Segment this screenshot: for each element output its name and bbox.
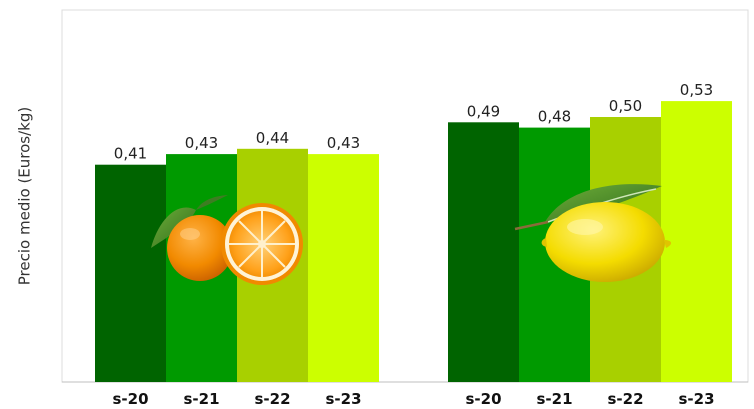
orange-icon <box>151 195 303 285</box>
x-tick-label: s-21 <box>536 390 572 408</box>
value-label: 0,43 <box>185 134 218 152</box>
value-label: 0,50 <box>609 97 642 115</box>
x-tick-label: s-23 <box>325 390 361 408</box>
bar-orange-s-23 <box>308 154 379 382</box>
bar-lemon-s-20 <box>448 122 519 383</box>
x-tick-label: s-20 <box>465 390 501 408</box>
y-axis-label: Precio medio (Euros/kg) <box>16 107 34 285</box>
x-tick-label: s-20 <box>112 390 148 408</box>
lemon-icon <box>514 184 672 282</box>
value-label: 0,53 <box>680 81 713 99</box>
value-label: 0,41 <box>114 145 147 163</box>
x-tick-label: s-21 <box>183 390 219 408</box>
value-label: 0,44 <box>256 129 289 147</box>
bar-orange-s-20 <box>95 164 166 382</box>
value-label: 0,43 <box>327 134 360 152</box>
x-tick-label: s-22 <box>254 390 290 408</box>
value-label: 0,49 <box>467 102 500 120</box>
value-labels-layer: 0,41 0,43 0,44 0,43 0,49 0,48 0,50 0,53 <box>114 81 713 163</box>
x-tick-label: s-22 <box>607 390 643 408</box>
tick-labels-layer: s-20 s-21 s-22 s-23 s-20 s-21 s-22 s-23 <box>112 390 714 408</box>
x-tick-label: s-23 <box>678 390 714 408</box>
bar-lemon-s-23 <box>661 101 732 382</box>
value-label: 0,48 <box>538 108 571 126</box>
